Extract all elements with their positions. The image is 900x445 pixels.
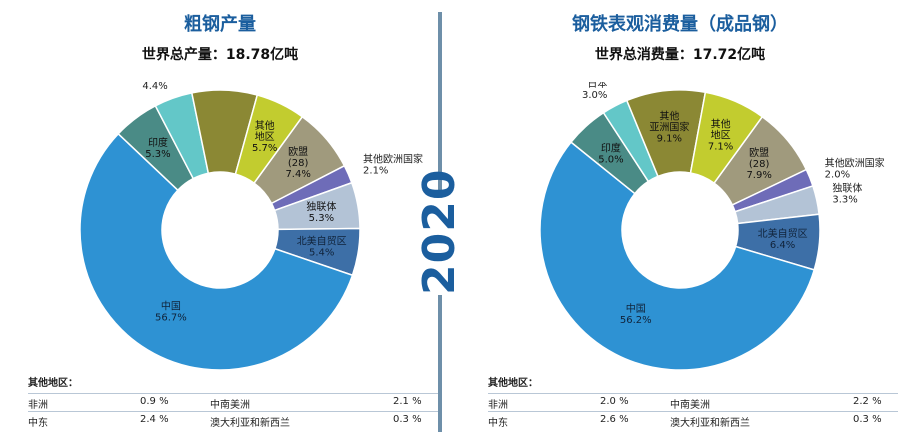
slice-label: 中国 56.7% xyxy=(155,299,187,323)
region-value: 0.9 % xyxy=(140,396,169,407)
slice-label: 印度 5.0% xyxy=(598,142,623,166)
region-value: 2.6 % xyxy=(600,414,629,425)
slice-label: 独联体 3.3% xyxy=(832,181,862,205)
slice-label: 日本4.4% xyxy=(142,82,167,92)
slice-label: 其他欧洲国家 2.1% xyxy=(363,153,423,177)
region-name: 澳大利亚和新西兰 xyxy=(210,418,290,429)
region-name: 中南美洲 xyxy=(670,400,710,411)
table-row: 中东 2.4 % 澳大利亚和新西兰 0.3 % xyxy=(28,411,438,429)
slice-label: 其他地区 7.1% xyxy=(708,117,733,152)
donut-slice xyxy=(689,91,764,185)
slice-label: 日本 3.0% xyxy=(582,82,607,101)
table-row: 非洲 0.9 % 中南美洲 2.1 % xyxy=(28,393,438,411)
region-value: 0.3 % xyxy=(853,414,882,425)
production-panel: 粗钢产量 世界总产量：18.78亿吨 欧盟(28) 7.4% 其他欧洲国家 2.1% 独… xyxy=(0,0,440,445)
other-regions-heading: 其他地区： xyxy=(28,378,78,389)
slice-label: 北美自贸区 6.4% xyxy=(758,227,808,251)
chart-title: 粗钢产量 xyxy=(184,14,256,35)
other-regions-heading: 其他地区： xyxy=(488,378,538,389)
donut-slice xyxy=(539,141,816,371)
consumption-donut-chart: 欧盟(28) 7.9% 其他欧洲国家 2.0%独联体 3.3% 北美自贸区 6.4% 中国 56… xyxy=(539,82,885,371)
chart-subtitle: 世界总消费量：17.72亿吨 xyxy=(594,47,766,63)
slice-label: 其他亚洲国家7.5% xyxy=(195,82,255,83)
consumption-panel: 钢铁表观消费量（成品钢） 世界总消费量：17.72亿吨 欧盟(28) 7.9% 其他… xyxy=(460,0,900,445)
region-name: 中南美洲 xyxy=(210,400,250,411)
slice-label: 中国 56.2% xyxy=(620,302,652,326)
slice-label: 其他欧洲国家 2.0% xyxy=(825,157,885,181)
other-regions-table: 其他地区： 非洲 2.0 % 中南美洲 2.2 % 中东 2.6 % 澳大利亚和… xyxy=(488,374,898,429)
table-row: 非洲 2.0 % 中南美洲 2.2 % xyxy=(488,393,898,411)
slice-label: 北美自贸区 5.4% xyxy=(297,234,347,258)
region-value: 0.3 % xyxy=(393,414,422,425)
chart-subtitle: 世界总产量：18.78亿吨 xyxy=(141,47,299,63)
other-regions-table: 其他地区： 非洲 0.9 % 中南美洲 2.1 % 中东 2.4 % 澳大利亚和… xyxy=(28,374,438,429)
region-value: 2.2 % xyxy=(853,396,882,407)
table-row: 中东 2.6 % 澳大利亚和新西兰 0.3 % xyxy=(488,411,898,429)
donut-slice xyxy=(234,94,304,185)
production-donut-chart: 欧盟(28) 7.4% 其他欧洲国家 2.1% 独联体 5.3% 北美自贸区 5.4% 中国 56… xyxy=(79,82,423,371)
region-value: 2.0 % xyxy=(600,396,629,407)
slice-label: 独联体 5.3% xyxy=(306,200,336,224)
slice-label: 欧盟(28) 7.9% xyxy=(746,147,771,181)
slice-label: 其他地区 5.7% xyxy=(252,119,277,154)
region-value: 2.1 % xyxy=(393,396,422,407)
region-value: 2.4 % xyxy=(140,414,169,425)
region-name: 中东 xyxy=(28,418,48,429)
region-name: 澳大利亚和新西兰 xyxy=(670,418,750,429)
slice-label: 欧盟(28) 7.4% xyxy=(285,146,310,180)
region-name: 非洲 xyxy=(488,400,508,411)
slice-label: 其他亚洲国家 9.1% xyxy=(649,110,689,145)
region-name: 中东 xyxy=(488,418,508,429)
region-name: 非洲 xyxy=(28,400,48,411)
donut-slice xyxy=(79,132,354,371)
slice-label: 印度 5.3% xyxy=(145,136,170,160)
chart-title: 钢铁表观消费量（成品钢） xyxy=(572,14,788,35)
